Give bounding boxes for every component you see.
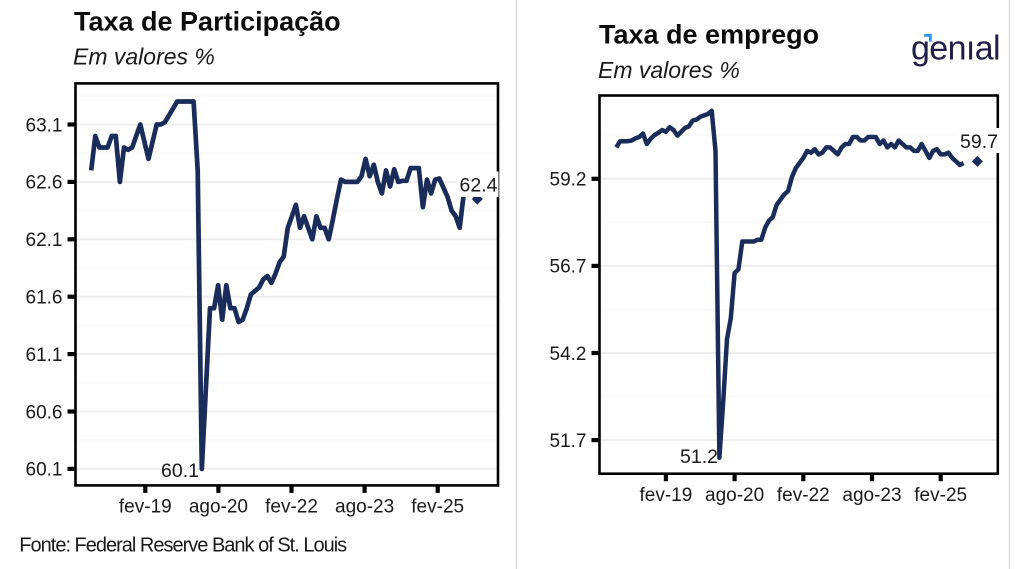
svg-text:Taxa de Participação: Taxa de Participação: [74, 6, 341, 36]
svg-text:fev-19: fev-19: [119, 496, 172, 517]
svg-text:59.2: 59.2: [550, 170, 587, 191]
svg-text:ago-20: ago-20: [189, 496, 248, 517]
svg-text:62.1: 62.1: [26, 230, 63, 251]
svg-text:fev-22: fev-22: [777, 485, 830, 506]
svg-text:60.1: 60.1: [161, 460, 199, 482]
svg-text:51.7: 51.7: [550, 431, 587, 452]
svg-text:Taxa de emprego: Taxa de emprego: [599, 19, 819, 49]
svg-text:fev-25: fev-25: [411, 496, 464, 517]
svg-text:fev-25: fev-25: [914, 485, 967, 506]
svg-text:62.6: 62.6: [26, 173, 63, 194]
svg-text:Em valores %: Em valores %: [73, 43, 215, 69]
svg-text:fev-22: fev-22: [265, 496, 318, 517]
svg-text:ago-23: ago-23: [842, 485, 901, 506]
svg-text:Fonte: Federal Reserve Bank of: Fonte: Federal Reserve Bank of St. Louis: [19, 535, 347, 557]
svg-text:Em valores %: Em valores %: [598, 57, 740, 83]
svg-text:61.6: 61.6: [26, 288, 63, 309]
svg-text:54.2: 54.2: [550, 344, 587, 365]
svg-text:ago-20: ago-20: [705, 485, 764, 506]
svg-text:61.1: 61.1: [26, 345, 63, 366]
svg-text:60.6: 60.6: [26, 402, 63, 423]
svg-text:56.7: 56.7: [550, 257, 587, 278]
svg-text:63.1: 63.1: [26, 115, 63, 136]
svg-text:60.1: 60.1: [26, 460, 63, 481]
svg-text:62.4: 62.4: [460, 175, 498, 197]
svg-text:fev-19: fev-19: [639, 485, 692, 506]
svg-text:ago-23: ago-23: [335, 496, 394, 517]
svg-text:59.7: 59.7: [960, 131, 998, 153]
svg-text:51.2: 51.2: [680, 446, 718, 468]
